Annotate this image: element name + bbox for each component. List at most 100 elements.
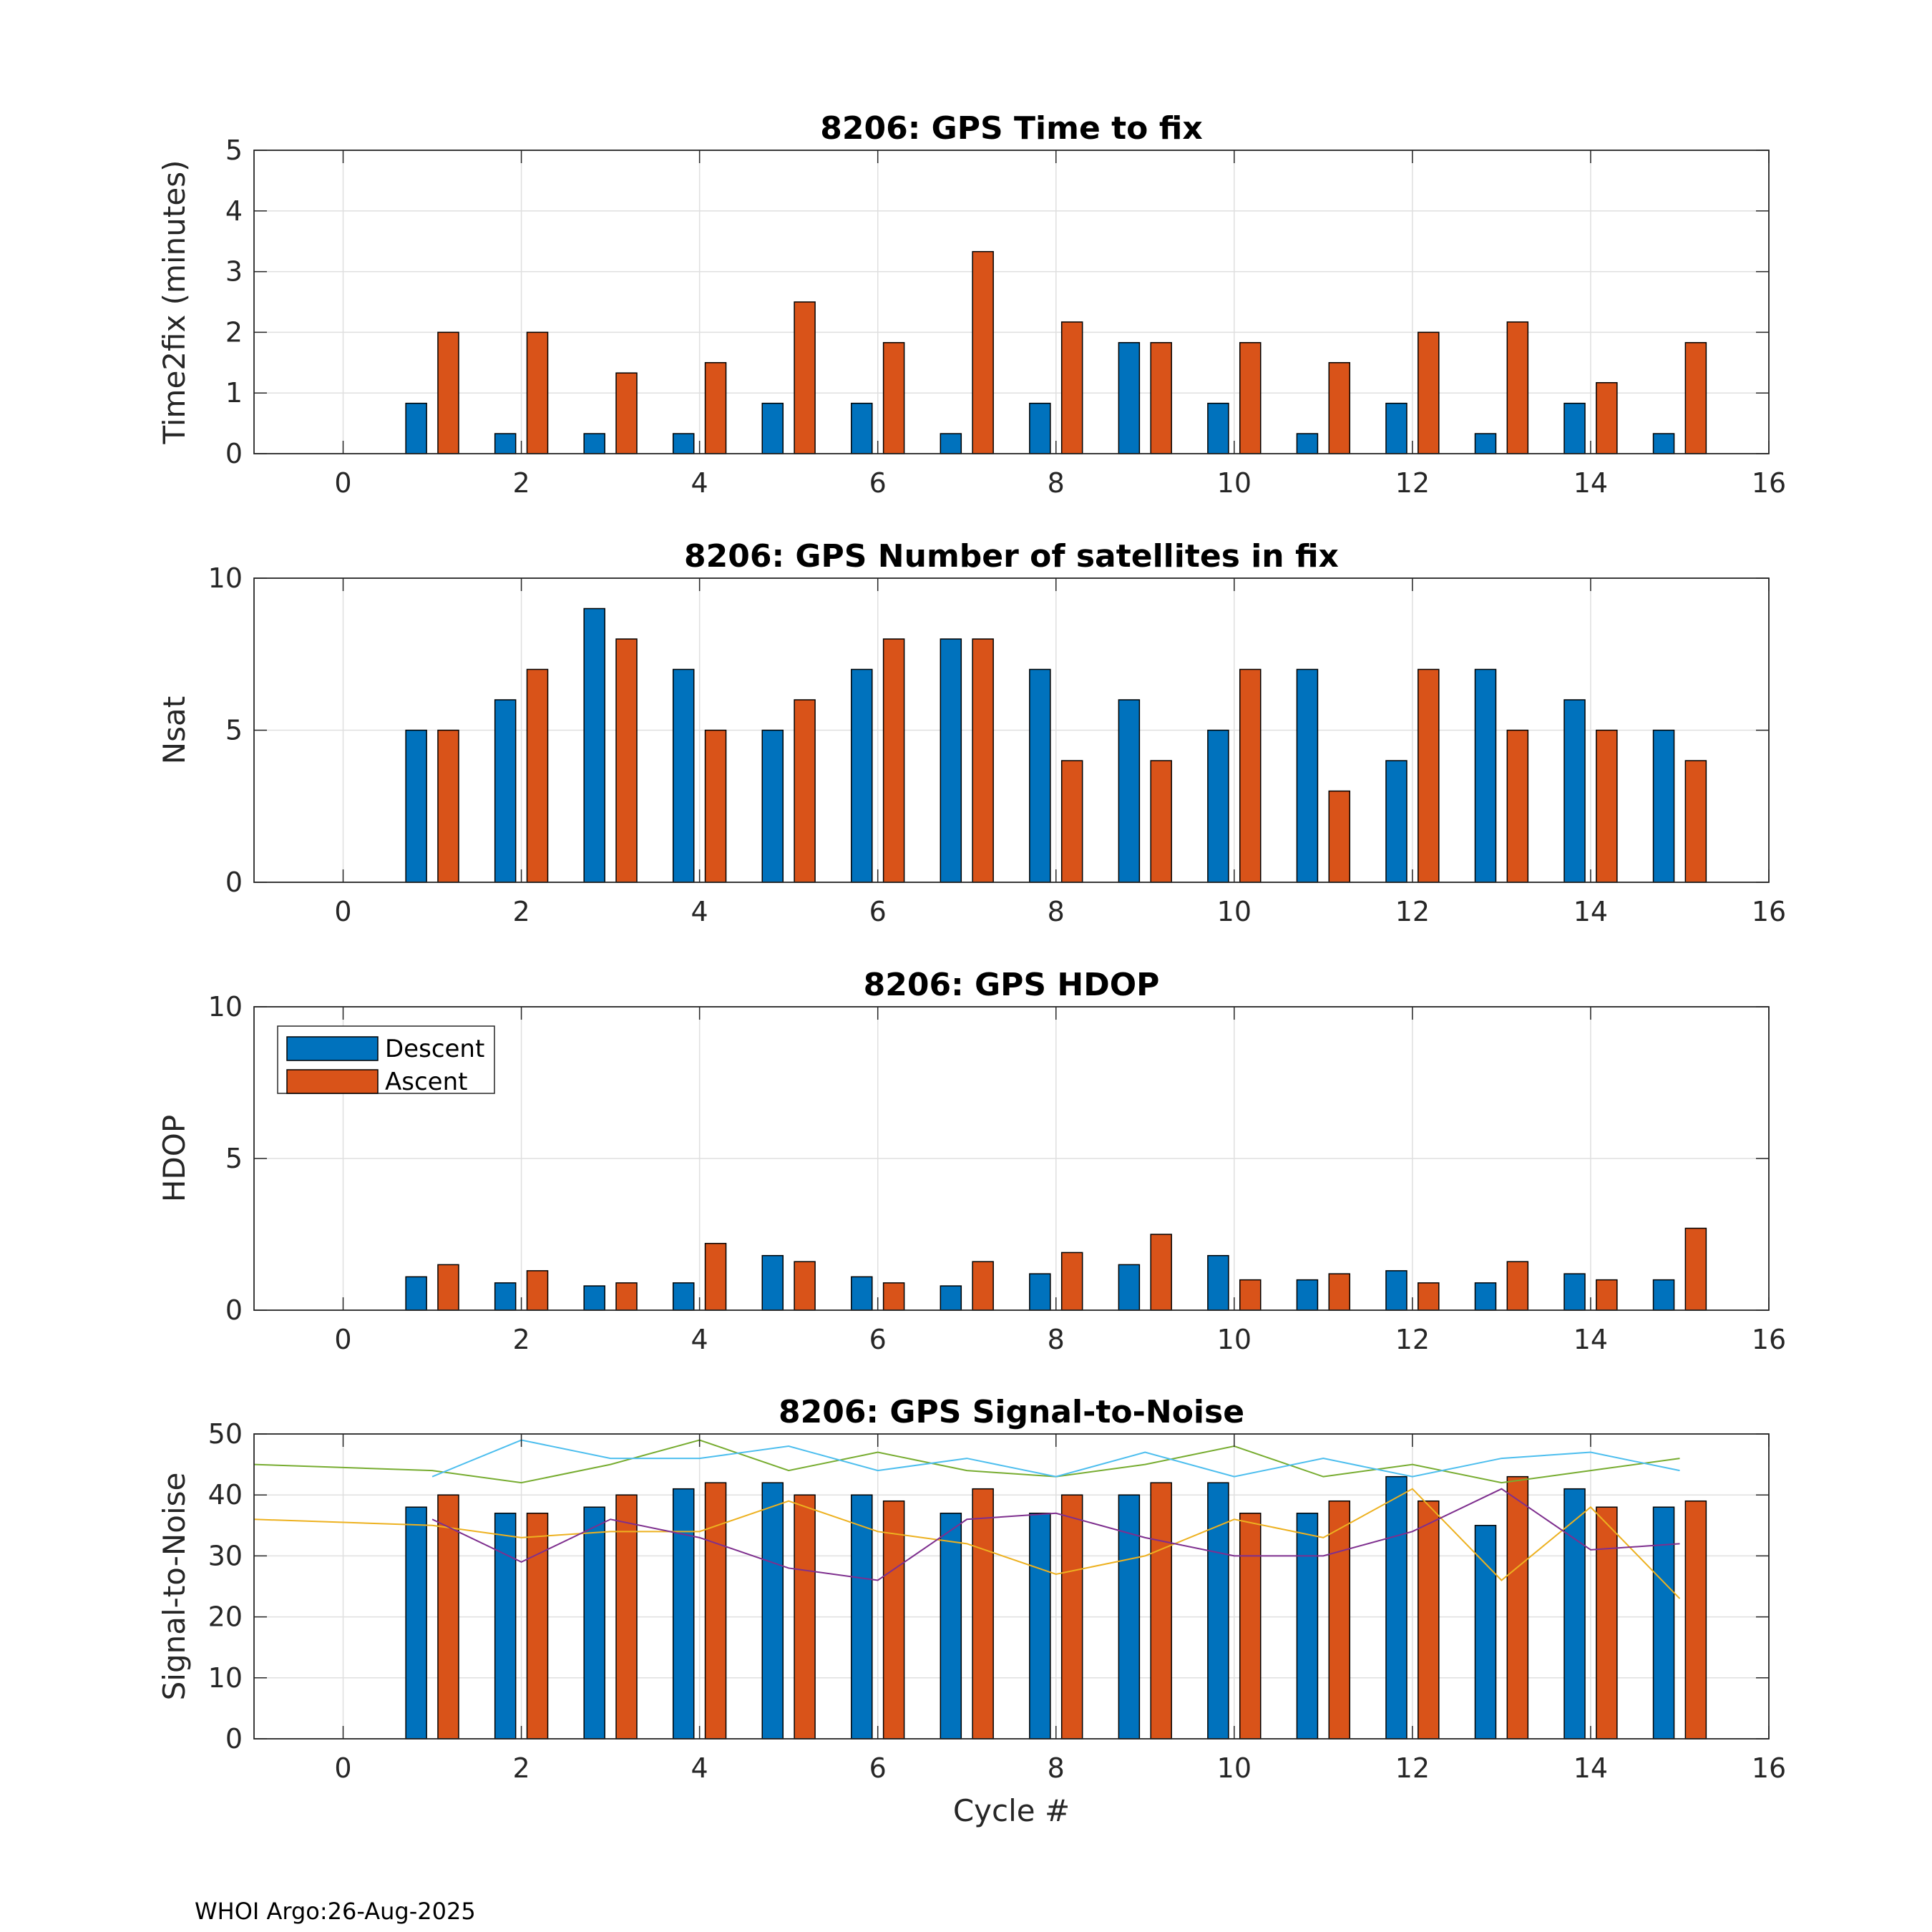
descent-bar xyxy=(1296,433,1319,454)
footer-stamp: WHOI Argo:26-Aug-2025 xyxy=(195,1898,476,1925)
ascent-bar xyxy=(1506,1475,1529,1740)
x-tick-label: 8 xyxy=(1048,1752,1065,1784)
x-tick-label: 4 xyxy=(691,896,708,927)
x-tick-label: 12 xyxy=(1395,896,1430,927)
descent-bar xyxy=(851,668,873,883)
descent-bar xyxy=(1652,729,1675,883)
ascent-bar xyxy=(1418,1282,1440,1311)
chart-title: 8206: GPS Number of satellites in fix xyxy=(684,538,1339,575)
ascent-bar xyxy=(882,342,905,454)
x-tick-label: 16 xyxy=(1752,896,1786,927)
plot-area xyxy=(254,1434,1769,1739)
legend: Descent Ascent xyxy=(277,1025,495,1096)
ascent-bar xyxy=(615,1282,638,1311)
legend-label-ascent: Ascent xyxy=(385,1068,467,1096)
y-tick-label: 10 xyxy=(208,562,243,594)
ascent-bar xyxy=(1328,362,1351,454)
y-tick-label: 5 xyxy=(225,1143,243,1174)
descent-bar xyxy=(761,1482,784,1740)
x-tick-label: 2 xyxy=(512,1324,530,1355)
y-tick-label: 5 xyxy=(225,715,243,746)
x-tick-label: 14 xyxy=(1574,896,1608,927)
chart-title: 8206: GPS Time to fix xyxy=(820,110,1202,147)
ascent-bar xyxy=(615,1494,638,1740)
ascent-bar xyxy=(972,638,994,883)
descent-bar xyxy=(1296,1279,1319,1311)
y-tick-label: 10 xyxy=(208,1662,243,1694)
ascent-bar xyxy=(1596,1506,1618,1740)
descent-bar xyxy=(940,638,962,883)
descent-bar xyxy=(1029,1513,1051,1740)
x-tick-label: 0 xyxy=(334,1324,351,1355)
signal-line-green xyxy=(253,1439,1680,1484)
descent-bar xyxy=(1207,1254,1229,1311)
y-tick-label: 0 xyxy=(225,1723,243,1755)
descent-bar xyxy=(1296,668,1319,883)
descent-bar xyxy=(940,1513,962,1740)
descent-bar xyxy=(1118,342,1141,454)
descent-bar xyxy=(1385,402,1407,454)
y-tick-label: 1 xyxy=(225,377,243,409)
ascent-bar xyxy=(1596,1279,1618,1311)
descent-bar xyxy=(1029,1273,1051,1311)
y-tick-label: 0 xyxy=(225,1294,243,1326)
ascent-bar xyxy=(1060,321,1083,454)
ascent-bar xyxy=(1418,331,1440,454)
ascent-bar xyxy=(1328,1273,1351,1311)
descent-bar xyxy=(583,608,605,883)
ascent-bar xyxy=(1328,1500,1351,1740)
ascent-bar xyxy=(882,638,905,883)
descent-bar xyxy=(405,1506,427,1740)
ascent-bar xyxy=(882,1282,905,1311)
x-tick-label: 6 xyxy=(869,1752,887,1784)
descent-bar xyxy=(940,1285,962,1311)
y-tick-label: 30 xyxy=(208,1540,243,1571)
chart-panel-3: 0 2 4 6 8 10 12 14 16 0 5 10 8206: GPS HDOP HDOP Desce… xyxy=(157,967,1786,1355)
ascent-bar xyxy=(704,1482,727,1740)
ascent-bar xyxy=(1684,342,1707,454)
y-axis-label: HDOP xyxy=(157,1115,192,1202)
ascent-bar xyxy=(1239,1513,1262,1740)
ascent-bar xyxy=(1150,1234,1172,1311)
x-tick-label: 0 xyxy=(334,896,351,927)
descent-bar xyxy=(494,1513,517,1740)
ascent-bar xyxy=(794,699,816,883)
ascent-bar xyxy=(1684,1500,1707,1740)
x-tick-label: 12 xyxy=(1395,1752,1430,1784)
x-axis-label: Cycle # xyxy=(953,1793,1070,1828)
x-tick-label: 0 xyxy=(334,1752,351,1784)
descent-bar xyxy=(405,729,427,883)
x-tick-label: 12 xyxy=(1395,1324,1430,1355)
descent-bar xyxy=(494,433,517,454)
ascent-bar xyxy=(1506,321,1529,454)
descent-bar xyxy=(1563,1273,1586,1311)
x-tick-label: 8 xyxy=(1048,467,1065,499)
descent-bar xyxy=(405,1276,427,1311)
x-tick-label: 14 xyxy=(1574,1752,1608,1784)
signal-line-yellow xyxy=(253,1488,1681,1599)
ascent-bar xyxy=(526,331,549,454)
y-tick-label: 0 xyxy=(225,438,243,469)
ascent-bar xyxy=(972,1261,994,1311)
x-tick-label: 10 xyxy=(1217,1324,1252,1355)
ascent-bar xyxy=(972,1488,994,1740)
ascent-bar xyxy=(794,1261,816,1311)
x-tick-label: 2 xyxy=(512,467,530,499)
ascent-bar xyxy=(1328,790,1351,883)
descent-bar xyxy=(761,402,784,454)
ascent-bar xyxy=(1684,760,1707,883)
x-tick-label: 10 xyxy=(1217,896,1252,927)
x-tick-label: 4 xyxy=(691,1752,708,1784)
descent-bar xyxy=(1652,1279,1675,1311)
ascent-bar xyxy=(1418,1500,1440,1740)
chart-panel-4: 0 2 4 6 8 10 12 14 16 0 10 20 30 40 50 8206: GPS Signal… xyxy=(157,1394,1786,1828)
axes-box xyxy=(253,1433,1770,1740)
descent-bar xyxy=(1296,1513,1319,1740)
y-tick-label: 10 xyxy=(208,991,243,1023)
descent-bar xyxy=(672,668,695,883)
ascent-bar xyxy=(1150,342,1172,454)
descent-bar xyxy=(1474,1525,1497,1740)
ascent-bar xyxy=(972,250,994,454)
ascent-bar xyxy=(1239,342,1262,454)
